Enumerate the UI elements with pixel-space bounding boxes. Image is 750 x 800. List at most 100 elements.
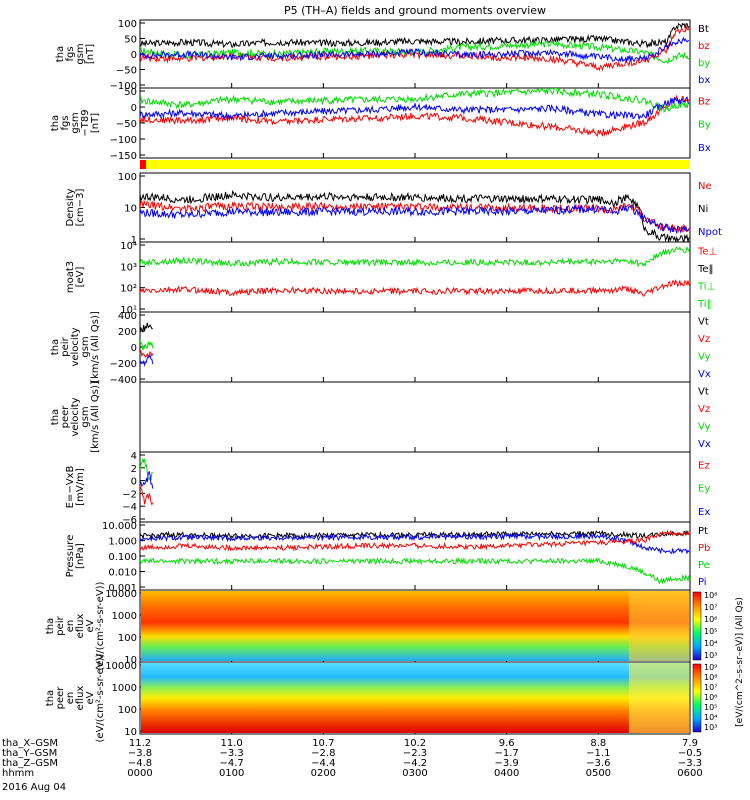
series-line-by bbox=[140, 88, 690, 113]
y-axis-label: [nT] bbox=[90, 113, 101, 133]
x-axis-row-label: tha_X–GSM bbox=[2, 738, 58, 749]
y-axis-label: gsm bbox=[80, 336, 91, 357]
legend-entry: Vy bbox=[698, 421, 711, 432]
x-axis-value: −4.4 bbox=[311, 758, 335, 769]
x-axis-value: 0300 bbox=[402, 768, 427, 779]
legend-entry: Ez bbox=[698, 460, 710, 471]
panel-fgs_gsm: tha fgs gsm [nT] 100 50 0 −50 −100 Bt bz by bx bbox=[55, 19, 710, 92]
y-tick-label: 100 bbox=[118, 705, 137, 716]
y-axis-label: en bbox=[65, 620, 76, 633]
colorbar-tick-label: 10⁴ bbox=[704, 713, 717, 722]
panel-frame bbox=[139, 451, 691, 523]
y-axis-label: [nPa] bbox=[75, 543, 86, 569]
y-tick-label: 1000 bbox=[112, 611, 137, 622]
y-axis-label: peir bbox=[60, 336, 71, 356]
legend-entry: Vz bbox=[698, 334, 710, 345]
colorbar-tick-label: 10³ bbox=[704, 651, 717, 660]
series-line-vx bbox=[140, 353, 154, 367]
y-axis-label: gsm bbox=[80, 406, 91, 427]
legend-entry: By bbox=[698, 120, 711, 131]
x-axis-value: 11.2 bbox=[129, 738, 151, 749]
legend-entry: Te‖ bbox=[697, 264, 714, 275]
legend-entry: Vt bbox=[698, 316, 709, 327]
y-tick-label: 0.100 bbox=[108, 552, 137, 563]
colorbar-tick-label: 10⁸ bbox=[704, 591, 717, 600]
x-axis-labels: tha_X–GSM 11.2 11.0 10.7 10.2 9.6 8.8 7.9 tha_Y–… bbox=[2, 738, 703, 779]
series-line-ne bbox=[140, 199, 690, 233]
panel-peir_velocity: tha peir velocity gsm [km/s (All Qs)] 400 200 0… bbox=[50, 311, 711, 386]
colorbar-tick-label: 10⁵ bbox=[704, 627, 717, 636]
legend-entry: Bx bbox=[698, 143, 711, 154]
y-tick-label: 10³ bbox=[120, 262, 137, 273]
panel-peer_velocity: tha peer velocity gsm [km/s (All Qs)] Vt Vz Vy V… bbox=[50, 381, 711, 453]
y-axis-label: [mV/m] bbox=[75, 468, 86, 506]
y-tick-label: 50 bbox=[124, 35, 137, 46]
x-axis-value: −1.7 bbox=[495, 748, 519, 759]
y-axis-label: fgs bbox=[60, 115, 71, 130]
y-tick-label: 0 bbox=[131, 103, 137, 114]
x-axis-value: −0.5 bbox=[678, 748, 702, 759]
plot-title: P5 (TH–A) fields and ground moments over… bbox=[284, 4, 546, 17]
panel-efield: E=−VxB [mV/m] 4 2 0−2 −4 −6 Ez Ey Ex bbox=[65, 451, 710, 526]
legend-entry: Pi bbox=[698, 577, 707, 588]
y-axis-label: eV bbox=[85, 691, 96, 704]
y-tick-label: 200 bbox=[118, 327, 137, 338]
colorbar-label: [eV/(cm^2–s–sr–eV)] (All Qs) bbox=[735, 597, 745, 727]
y-tick-label: 10⁴ bbox=[120, 241, 137, 252]
legend-entry: Ti⊥ bbox=[697, 281, 715, 292]
y-axis-label: peer bbox=[60, 405, 71, 429]
spectrogram bbox=[141, 591, 689, 661]
series-line-ez bbox=[140, 485, 154, 506]
series-line-pt bbox=[140, 529, 690, 541]
y-axis-label: tha bbox=[45, 618, 56, 634]
y-axis-label: [nT] bbox=[85, 44, 96, 64]
y-axis-label: tha bbox=[50, 409, 61, 425]
y-axis-label: −T89 bbox=[80, 109, 91, 136]
y-tick-label: 100 bbox=[118, 172, 137, 183]
colorbar-tick-label: 10⁵ bbox=[704, 703, 717, 712]
series-line-vz bbox=[140, 350, 154, 359]
legend-entry: Ni bbox=[698, 204, 708, 215]
y-tick-label: 10¹ bbox=[120, 305, 137, 316]
x-axis-value: 7.9 bbox=[682, 738, 698, 749]
y-axis-label: velocity bbox=[70, 397, 81, 436]
y-tick-label: −200 bbox=[110, 359, 137, 370]
colorbar-scale bbox=[692, 591, 702, 661]
y-tick-label: 10 bbox=[124, 204, 137, 215]
y-tick-label: 50 bbox=[124, 87, 137, 98]
series-line-bx bbox=[140, 36, 690, 63]
x-axis-value: 0400 bbox=[494, 768, 519, 779]
x-axis-value: −4.2 bbox=[403, 758, 427, 769]
y-axis-label: [km/s (All Qs)] bbox=[90, 311, 101, 383]
panel-frame bbox=[139, 381, 691, 453]
y-axis-label: gsm bbox=[75, 43, 86, 64]
legend-entry: Vx bbox=[698, 369, 711, 380]
series-line-npot bbox=[140, 203, 690, 234]
y-tick-label: 0 bbox=[131, 477, 137, 488]
series-line-pe bbox=[140, 556, 690, 585]
legend-entry: Ti‖ bbox=[697, 299, 712, 310]
y-axis-label: eV bbox=[85, 619, 96, 632]
colorbar-tick-label: 10³ bbox=[704, 723, 717, 732]
y-tick-label: 0.001 bbox=[108, 583, 137, 594]
series-line-bz bbox=[140, 25, 690, 72]
colorbar-tick-label: 10⁸ bbox=[704, 673, 717, 682]
colorbar-tick-label: 10⁷ bbox=[704, 683, 717, 692]
panel-frame bbox=[139, 311, 691, 383]
y-axis-label: en bbox=[65, 692, 76, 705]
legend-entry: Te⊥ bbox=[697, 246, 717, 257]
y-tick-label: −6 bbox=[122, 515, 137, 526]
x-axis-value: 0600 bbox=[677, 768, 702, 779]
series-line-ni bbox=[140, 189, 690, 242]
series-line-ti bbox=[140, 246, 690, 268]
series-line-vt bbox=[140, 322, 153, 333]
y-axis-label: eflux bbox=[75, 614, 86, 639]
spectrogram-late-region bbox=[628, 591, 689, 661]
spectrogram bbox=[141, 663, 689, 733]
legend-entry: Npot bbox=[698, 227, 722, 238]
y-tick-label: 1.000 bbox=[108, 537, 137, 548]
series-line-bx bbox=[140, 96, 690, 122]
colorbar-tick-label: 10⁶ bbox=[704, 615, 717, 624]
date-label: 2016 Aug 04 bbox=[2, 782, 66, 793]
